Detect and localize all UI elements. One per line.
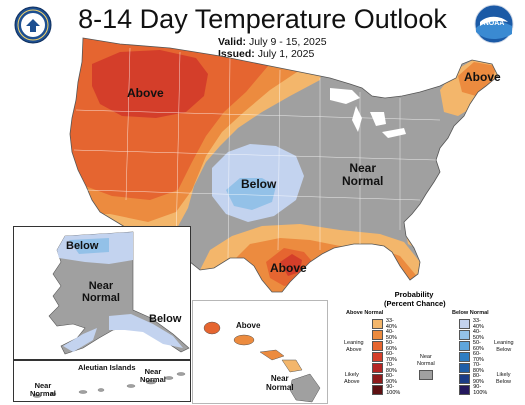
legend-near-swatch [419,370,433,380]
legend-above-row: 90-100% [372,384,403,396]
legend-above-swatch [372,330,383,340]
above-60-core [92,50,208,118]
label-hawaii-near: Near Normal [266,374,294,392]
maui [281,359,303,373]
state-lines [73,47,441,259]
label-west-above: Above [127,86,164,100]
legend-above-label: 60-70% [385,351,397,363]
legend-above-label: 90-100% [386,384,401,396]
legend-below-label: 90-100% [473,384,488,396]
molokai [259,349,285,361]
legend-below-label: 60-70% [472,351,484,363]
aleutian-title: Aleutian Islands [78,363,136,372]
lake-huron [370,112,386,126]
label-alaska-below-south: Below [149,313,182,325]
legend-below-row: 70-80% [459,362,487,374]
aleutian-inset-frame [13,360,191,402]
valid-label: Valid: [218,36,247,48]
legend-title: Probability (Percent Chance) [384,290,446,308]
legend-below-label: 70-80% [472,362,484,374]
aleutian-islands [32,372,186,398]
legend-above-label: 80-90% [385,373,397,385]
legend-below-row: 50-60% [459,340,487,352]
legend-above-swatch [372,352,383,362]
label-east-near: Near Normal [342,161,384,188]
legend-below-row: 60-70% [459,351,487,363]
big-island [289,373,321,403]
legend-above-swatch [372,374,383,384]
legend-above-swatch [372,385,384,395]
oahu [233,334,255,346]
valid-dates: July 9 - 15, 2025 [248,36,327,48]
aleutian-inset [13,360,191,402]
legend-above-label: 33-40% [385,318,397,330]
legend-above-row: 80-90% [372,373,400,385]
issued-label: Issued: [218,48,255,60]
label-plains-below: Below [241,177,277,191]
alaska-below-peninsula [63,328,97,352]
label-northeast-above: Above [464,70,501,84]
noaa-logo: NOAA [474,4,514,44]
legend-below-swatch [459,341,470,351]
legend-below-row: 80-90% [459,373,487,385]
legend-above-header: Above Normal [346,310,384,316]
alaska-below-south [109,314,183,348]
legend-above-swatch [372,341,383,351]
legend-above-label: 40-50% [385,329,397,341]
legend-near-label: Near Normal [417,354,435,367]
issued-line: Issued: July 1, 2025 [218,48,314,60]
label-aleutian-near-left: Near Normal [30,381,56,398]
lake-michigan [352,106,362,132]
legend-leaning-above: Leaning Above [344,340,364,353]
label-south-above: Above [270,261,307,275]
label-aleutian-near-right: Near Normal [140,367,166,384]
above-60-south [280,254,302,276]
kauai [203,321,221,335]
legend-likely-below: Likely Below [496,372,511,385]
legend-below-header: Below Normal [452,310,489,316]
legend-below-swatch [459,319,470,329]
legend-below-swatch [459,352,470,362]
label-hawaii-above: Above [236,321,261,330]
issued-date: July 1, 2025 [257,48,315,60]
legend-below-label: 80-90% [472,373,484,385]
label-alaska-near: Near Normal [82,280,120,304]
legend-above-swatch [372,363,383,373]
legend-below-label: 50-60% [472,340,484,352]
legend-below-row: 40-50% [459,329,487,341]
hawaii-inset [192,300,328,404]
legend-below-swatch [459,374,470,384]
legend-above-row: 60-70% [372,351,400,363]
doc-seal-logo [14,6,52,44]
legend-below-row: 90-100% [459,384,490,396]
legend-below-row: 33-40% [459,318,487,330]
alaska-inset [13,226,191,360]
legend-above-swatch [372,319,383,329]
page-title: 8-14 Day Temperature Outlook [78,4,447,34]
lake-superior [330,88,360,104]
legend-above-label: 50-60% [385,340,397,352]
legend-above-row: 40-50% [372,329,400,341]
noaa-logo-text: NOAA [484,20,505,27]
legend-below-label: 33-40% [472,318,484,330]
valid-line: Valid: July 9 - 15, 2025 [218,36,327,48]
legend-below-swatch [459,330,470,340]
legend-below-swatch [459,363,470,373]
legend-above-row: 70-80% [372,362,400,374]
alaska-below-north-core [69,238,109,254]
legend-below-swatch [459,385,471,395]
legend-below-label: 40-50% [472,329,484,341]
legend-above-row: 33-40% [372,318,400,330]
below-40-plains [226,178,276,210]
label-alaska-below-north: Below [66,240,99,252]
legend-above-label: 70-80% [385,362,397,374]
legend-above-row: 50-60% [372,340,400,352]
legend-leaning-below: Leaning Below [494,340,514,353]
alaska-near-normal [48,231,190,355]
legend-likely-above: Likely Above [344,372,360,385]
